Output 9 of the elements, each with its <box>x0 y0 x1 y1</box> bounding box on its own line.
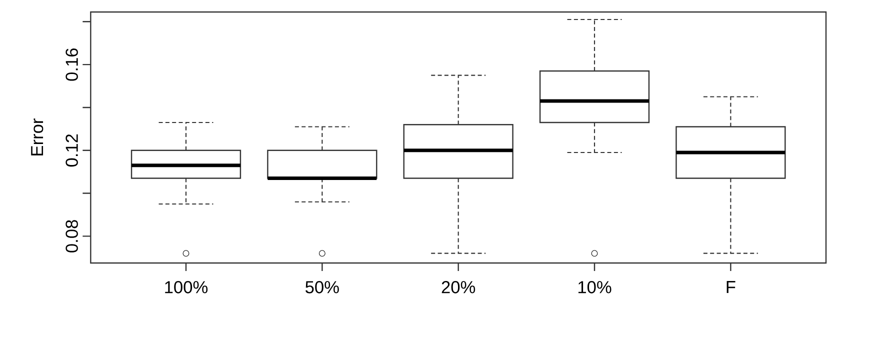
x-tick-label: 10% <box>578 281 612 294</box>
x-tick-label: 50% <box>306 281 339 294</box>
y-tick-label: 0.16 <box>66 48 78 81</box>
x-tick-label: 100% <box>165 281 208 294</box>
x-tick-label: 20% <box>442 281 476 294</box>
y-axis-title: Error <box>31 118 44 156</box>
y-tick-label: 0.12 <box>66 134 78 167</box>
y-tick-label: 0.08 <box>66 220 78 252</box>
x-tick-label: F <box>726 281 736 293</box>
